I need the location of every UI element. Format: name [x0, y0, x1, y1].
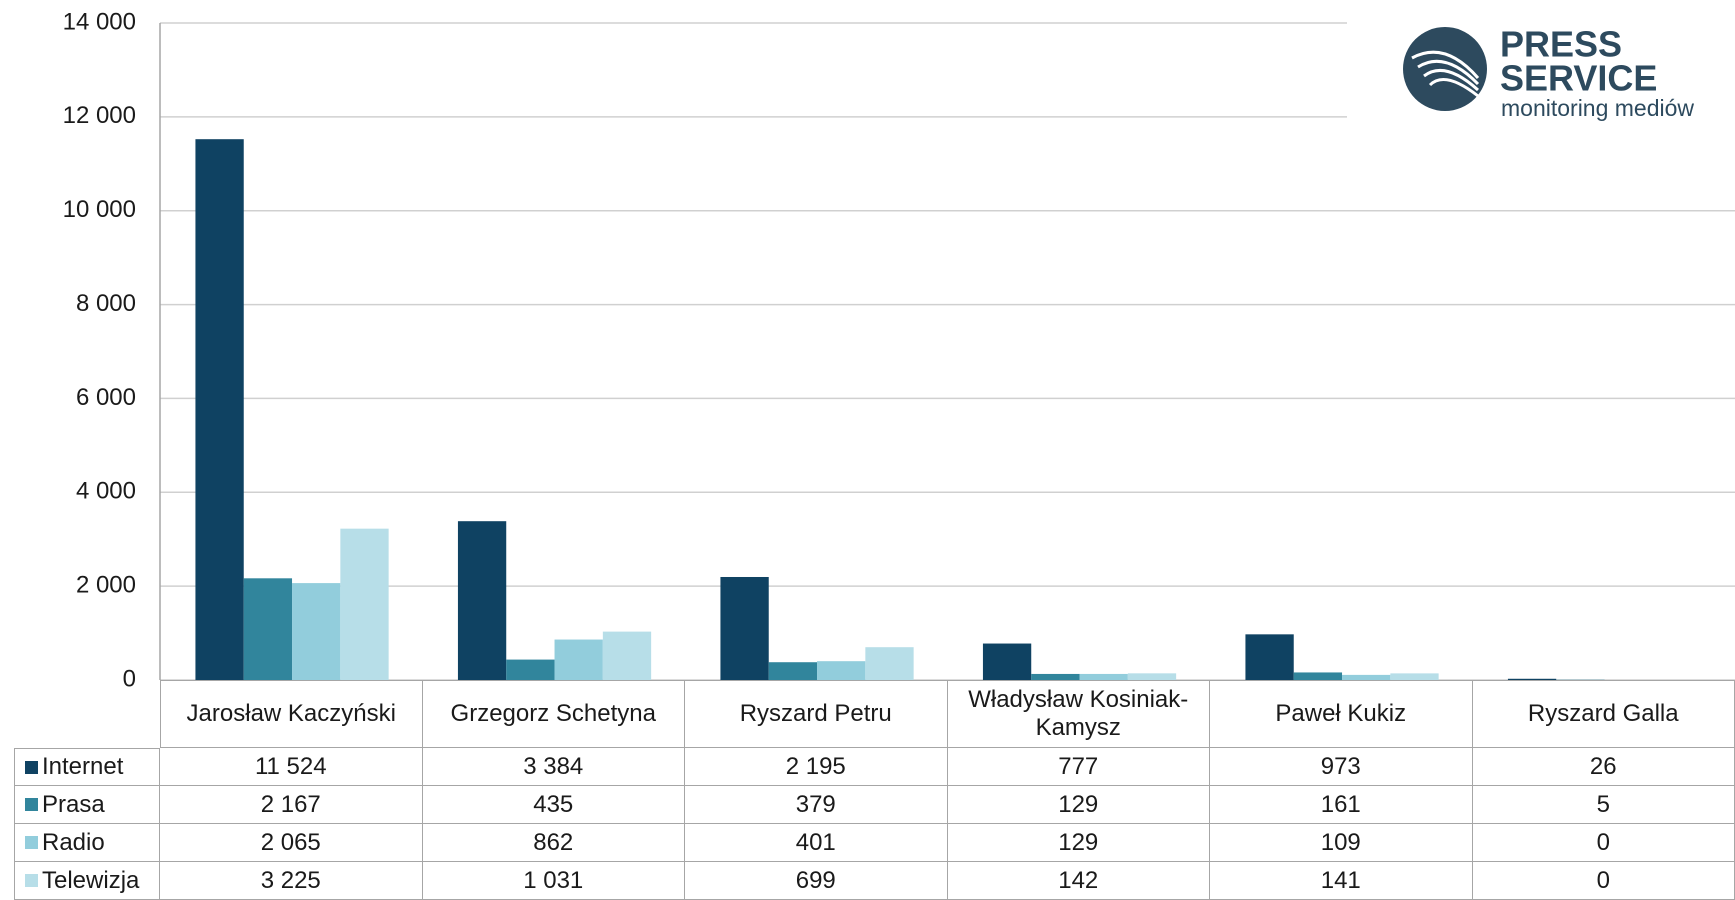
logo-swoosh	[1411, 50, 1480, 79]
logo-text: monitoring mediów	[1501, 95, 1694, 121]
legend-label: Prasa	[42, 790, 105, 818]
bar	[1293, 672, 1343, 680]
legend-swatch	[25, 874, 38, 887]
bar	[602, 631, 652, 680]
bar	[1245, 634, 1294, 680]
legend-entry: Radio	[14, 824, 160, 862]
data-label: 5	[1472, 786, 1735, 824]
bar	[865, 647, 914, 680]
legend-entry: Prasa	[14, 786, 160, 824]
bar	[1390, 673, 1439, 680]
y-tick-label: 6 000	[76, 384, 136, 411]
data-label: 973	[1210, 748, 1473, 786]
bar	[457, 521, 507, 680]
table-header: Jarosław Kaczyński	[160, 680, 423, 748]
bar	[1342, 674, 1391, 680]
bar	[1079, 673, 1128, 680]
bar	[768, 662, 818, 680]
logo-swoosh	[1423, 68, 1480, 92]
logo-swoosh	[1417, 59, 1480, 86]
bar	[340, 528, 389, 680]
bar	[982, 643, 1032, 680]
bar	[243, 578, 293, 680]
logo-swoosh	[1428, 78, 1479, 98]
data-label: 109	[1210, 824, 1473, 862]
legend-swatch	[25, 836, 38, 849]
bar	[817, 661, 866, 680]
data-label: 2 167	[160, 786, 423, 824]
data-label: 129	[947, 786, 1210, 824]
logo-text: PRESS	[1500, 24, 1622, 65]
bar	[1127, 673, 1177, 680]
bar	[1507, 678, 1557, 680]
data-label: 0	[1472, 824, 1735, 862]
legend-swatch	[25, 798, 38, 811]
legend-entry: Telewizja	[14, 862, 160, 900]
legend-label: Internet	[42, 753, 124, 780]
data-label: 129	[947, 824, 1210, 862]
y-tick-label: 0	[123, 665, 136, 692]
legend-entry: Internet	[14, 748, 160, 786]
bar	[1031, 673, 1080, 680]
table-header: Władysław Kosiniak-Kamysz	[947, 680, 1210, 748]
logo-text: SERVICE	[1500, 58, 1657, 99]
bar	[554, 639, 603, 680]
y-tick-label: 12 000	[63, 102, 136, 129]
data-label: 3 225	[160, 862, 423, 900]
bar	[720, 576, 769, 680]
bar	[195, 139, 244, 681]
data-label: 1 031	[422, 862, 685, 900]
data-label: 26	[1472, 748, 1735, 786]
data-label: 379	[685, 786, 948, 824]
data-label: 0	[1472, 862, 1735, 900]
data-label: 142	[947, 862, 1210, 900]
y-tick-label: 10 000	[63, 196, 136, 223]
data-label: 777	[947, 748, 1210, 786]
legend-swatch	[25, 760, 38, 774]
bar	[292, 583, 341, 680]
table-header: Ryszard Galla	[1472, 680, 1735, 748]
data-label: 141	[1210, 862, 1473, 900]
data-label: 401	[685, 824, 948, 862]
data-label: 699	[685, 862, 948, 900]
y-tick-label: 8 000	[76, 290, 136, 317]
data-label: 161	[1210, 786, 1473, 824]
y-tick-label: 4 000	[76, 478, 136, 505]
data-label: 862	[422, 824, 685, 862]
bar	[506, 659, 555, 680]
table-header: Grzegorz Schetyna	[422, 680, 685, 748]
data-label: 11 524	[160, 748, 423, 786]
data-label: 2 065	[160, 824, 423, 862]
data-label: 2 195	[685, 748, 948, 786]
y-tick-label: 14 000	[63, 8, 136, 35]
y-tick-label: 2 000	[76, 571, 136, 598]
logo-mark	[1403, 27, 1487, 111]
table-header: Paweł Kukiz	[1210, 680, 1473, 748]
table-header: Ryszard Petru	[685, 680, 948, 748]
legend-label: Telewizja	[42, 866, 140, 894]
legend-label: Radio	[42, 828, 105, 856]
data-label: 3 384	[422, 748, 685, 786]
data-label: 435	[422, 786, 685, 824]
